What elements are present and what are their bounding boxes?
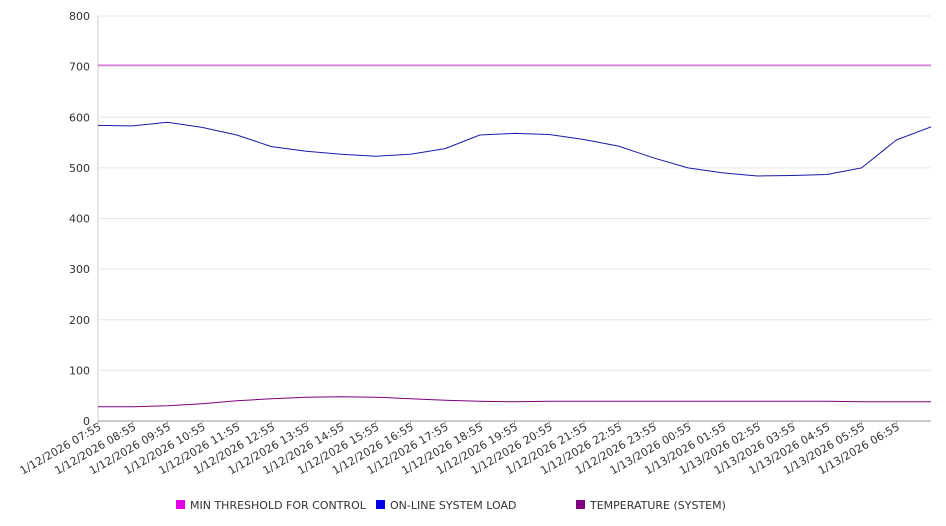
y-tick-label: 700 xyxy=(69,61,90,74)
series-lines xyxy=(97,64,932,408)
legend-label: MIN THRESHOLD FOR CONTROL xyxy=(190,499,367,512)
y-tick-label: 0 xyxy=(83,415,90,428)
y-axis-ticks: 0 100 200 300 400 500 600 700 800 xyxy=(69,10,90,428)
legend-label: ON-LINE SYSTEM LOAD xyxy=(390,499,516,512)
y-tick-label: 800 xyxy=(69,10,90,23)
legend-label: TEMPERATURE (SYSTEM) xyxy=(589,499,726,512)
legend: MIN THRESHOLD FOR CONTROL ON-LINE SYSTEM … xyxy=(176,499,726,512)
legend-swatch xyxy=(176,500,185,509)
legend-swatch xyxy=(576,500,585,509)
grid xyxy=(98,15,931,371)
series-line-1 xyxy=(97,121,932,177)
x-axis-ticks: 1/12/2026 07:551/12/2026 08:551/12/2026 … xyxy=(18,420,902,477)
y-tick-label: 100 xyxy=(69,364,90,377)
y-tick-label: 500 xyxy=(69,162,90,175)
y-tick-label: 300 xyxy=(69,263,90,276)
y-tick-label: 400 xyxy=(69,213,90,226)
y-tick-label: 200 xyxy=(69,314,90,327)
series-line-2 xyxy=(98,396,931,408)
y-tick-label: 600 xyxy=(69,111,90,124)
legend-swatch xyxy=(376,500,385,509)
